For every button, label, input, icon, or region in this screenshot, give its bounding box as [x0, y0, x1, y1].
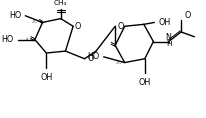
Text: CH₃: CH₃ — [54, 0, 67, 6]
Text: HO: HO — [9, 11, 21, 20]
Text: N: N — [166, 33, 172, 42]
Text: O: O — [185, 11, 191, 20]
Text: ·'·': ·'·' — [115, 60, 123, 66]
Text: OH: OH — [40, 73, 53, 82]
Text: O: O — [74, 22, 80, 31]
Text: ·'·': ·'·' — [24, 37, 32, 43]
Text: HO: HO — [2, 35, 14, 44]
Text: O: O — [87, 54, 94, 63]
Text: OH: OH — [139, 78, 151, 87]
Text: O: O — [117, 22, 124, 31]
Text: ·'·': ·'·' — [32, 19, 40, 25]
Text: H: H — [166, 41, 171, 47]
Text: HO: HO — [88, 52, 100, 61]
Text: OH: OH — [158, 18, 170, 27]
